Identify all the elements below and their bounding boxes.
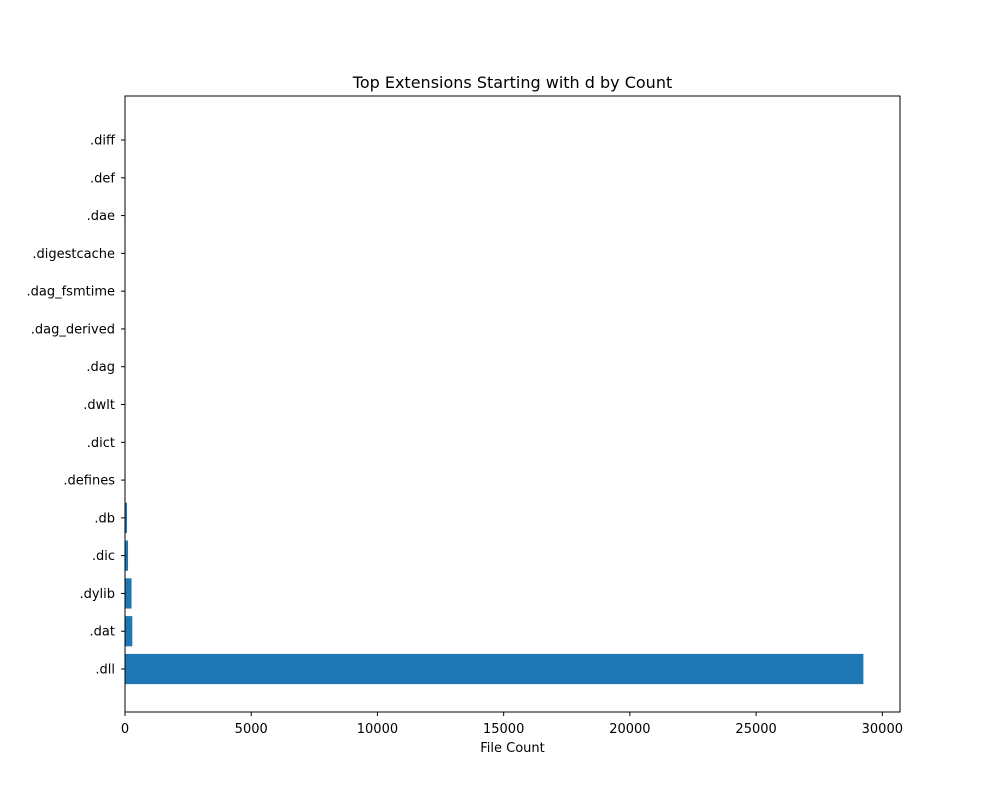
x-tick-label: 10000: [357, 722, 398, 737]
y-tick-label: .digestcache: [32, 247, 115, 262]
chart-title: Top Extensions Starting with d by Count: [352, 73, 672, 92]
bar-dat: [125, 616, 133, 647]
y-tick-label: .diff: [90, 134, 116, 149]
x-tick-label: 25000: [735, 722, 776, 737]
x-tick-label: 0: [121, 722, 129, 737]
y-tick-label: .dag_fsmtime: [27, 285, 116, 300]
bar-dll: [125, 653, 864, 685]
y-tick-label: .dae: [87, 209, 115, 224]
x-axis-label: File Count: [480, 741, 545, 756]
bars-group: [125, 124, 864, 685]
x-tick-label: 20000: [609, 722, 650, 737]
bar-dylib: [125, 578, 132, 609]
x-axis: 0 5000 10000 15000 20000 25000 30000: [121, 712, 903, 737]
y-tick-label: .def: [90, 171, 115, 186]
x-tick-label: 30000: [862, 722, 903, 737]
y-tick-label: .defines: [63, 474, 115, 489]
y-tick-label: .db: [94, 511, 115, 526]
bar-dic: [125, 540, 129, 571]
y-tick-label: .dag: [86, 360, 115, 375]
y-tick-label: .dylib: [79, 587, 115, 602]
y-tick-label: .dic: [92, 549, 115, 564]
x-tick-label: 15000: [483, 722, 524, 737]
bar-db: [125, 502, 128, 533]
y-tick-label: .dag_derived: [31, 322, 115, 337]
y-axis: .dll .dat .dylib .dic .db .defines .dict .dwlt.…: [27, 134, 125, 678]
plot-frame: [124, 95, 901, 713]
y-tick-label: .dwlt: [83, 398, 115, 413]
y-tick-label: .dat: [90, 625, 115, 640]
y-tick-label: .dll: [95, 663, 115, 678]
y-tick-label: .dict: [87, 436, 115, 451]
x-tick-label: 5000: [235, 722, 268, 737]
